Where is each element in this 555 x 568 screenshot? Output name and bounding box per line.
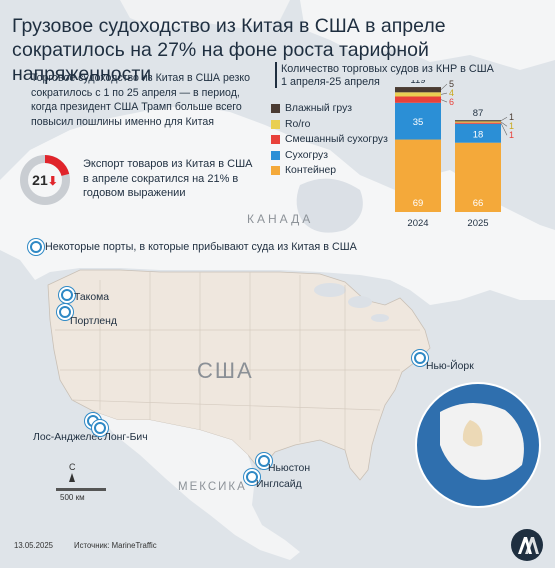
small-label-2024-1: 4	[449, 88, 454, 98]
ports-legend: Некоторые порты, в которые прибывают суд…	[30, 241, 357, 253]
small-label-2024-0: 5	[449, 80, 454, 89]
chart-title-bar	[275, 62, 277, 88]
chart-title: Количество торговых судов из КНР в США	[281, 63, 494, 75]
legend-item-roro: Ro/ro	[271, 117, 388, 133]
port-label-long-beach: Лонг-Бич	[104, 432, 148, 443]
port-marker-houston	[258, 455, 270, 467]
legend-swatch-wet	[271, 104, 280, 114]
bar-label-2024-1: 35	[413, 117, 424, 128]
leader-2024-2	[440, 99, 448, 103]
legend-swatch-mixed	[271, 135, 280, 145]
port-marker-portland	[59, 306, 71, 318]
total-label-2025: 87	[473, 108, 484, 119]
bar-label-2024-0: 69	[413, 198, 424, 209]
legend-label-roro: Ro/ro	[285, 118, 311, 130]
port-label-ingleside: Инглсайд	[256, 479, 302, 490]
leader-2024-1	[440, 92, 448, 95]
port-label-new-york: Нью-Йорк	[426, 361, 474, 372]
leader-2025-0	[500, 116, 508, 122]
legend-label-dry: Сухогруз	[285, 149, 328, 161]
legend-item-wet: Влажный груз	[271, 101, 388, 117]
bar-2025-4	[455, 120, 501, 122]
port-marker-tacoma	[61, 289, 73, 301]
scale-label: 500 км	[60, 493, 85, 502]
export-drop-ring	[20, 155, 70, 205]
compass-label: С	[69, 462, 76, 472]
north-icon: С	[69, 462, 76, 482]
bar-label-2025-0: 66	[473, 198, 484, 209]
bar-2025-1	[455, 123, 501, 143]
footer-source: Источник: MarineTraffic	[74, 541, 157, 550]
leader-2025-2	[500, 123, 508, 136]
country-label-canada: КАНАДА	[247, 212, 314, 226]
category-label-2025: 2025	[467, 218, 488, 229]
legend-swatch-dry	[271, 150, 280, 160]
agency-logo-icon	[511, 529, 543, 561]
legend-label-container: Контейнер	[285, 165, 337, 177]
small-label-2024-2: 6	[449, 97, 454, 107]
arrow-down-icon: ⬇	[47, 174, 58, 188]
bar-2025-0	[455, 142, 501, 212]
lead-paragraph: Торговое судоходство из Китая в США резк…	[31, 72, 250, 128]
port-label-tacoma: Такома	[74, 292, 110, 303]
page-title: Грузовое судоходство из Китая в США в ап…	[12, 15, 446, 85]
bar-2024-3	[395, 92, 441, 97]
legend-swatch-container	[271, 166, 280, 176]
legend-item-mixed: Смешанный сухогруз	[271, 132, 388, 148]
category-label-2024: 2024	[407, 218, 428, 229]
legend-label-wet: Влажный груз	[285, 103, 353, 115]
bar-2024-2	[395, 96, 441, 103]
footer-date: 13.05.2025	[14, 541, 54, 550]
total-label-2024: 119	[410, 80, 425, 86]
bar-2025-3	[455, 121, 501, 123]
export-drop-value: 21⬇	[32, 172, 58, 188]
small-label-2025-0: 1	[509, 112, 514, 122]
small-label-2025-2: 1	[509, 130, 514, 140]
legend-swatch-roro	[271, 119, 280, 129]
bar-2024-0	[395, 139, 441, 212]
port-label-houston: Ньюстон	[268, 463, 311, 474]
bar-2024-4	[395, 87, 441, 93]
small-label-2025-1: 1	[509, 121, 514, 131]
leader-2024-0	[440, 83, 448, 90]
bar-2024-1	[395, 102, 441, 140]
port-marker-long-beach	[94, 422, 106, 434]
port-marker-new-york	[414, 352, 426, 364]
bar-label-2025-1: 18	[473, 129, 484, 140]
legend-item-container: Контейнер	[271, 163, 388, 179]
leader-2025-1	[500, 121, 508, 127]
port-marker-icon	[30, 241, 42, 253]
port-label-portland: Портленд	[70, 316, 117, 327]
export-drop-text: Экспорт товаров из Китая в США в апреле …	[83, 158, 253, 199]
port-label-los-angeles: Лос-Анджелес	[33, 432, 103, 443]
country-label-mexico: МЕКСИКА	[178, 481, 247, 493]
legend-item-dry: Сухогруз	[271, 148, 388, 164]
bar-2025-2	[455, 122, 501, 124]
chart-subtitle: 1 апреля-25 апреля	[281, 76, 380, 88]
port-marker-ingleside	[246, 471, 258, 483]
country-label-usa: США	[197, 358, 254, 383]
chart-legend: Влажный груз Ro/ro Смешанный сухогруз Су…	[271, 101, 388, 179]
legend-label-mixed: Смешанный сухогруз	[285, 134, 388, 146]
ports-legend-label: Некоторые порты, в которые прибывают суд…	[45, 241, 357, 253]
